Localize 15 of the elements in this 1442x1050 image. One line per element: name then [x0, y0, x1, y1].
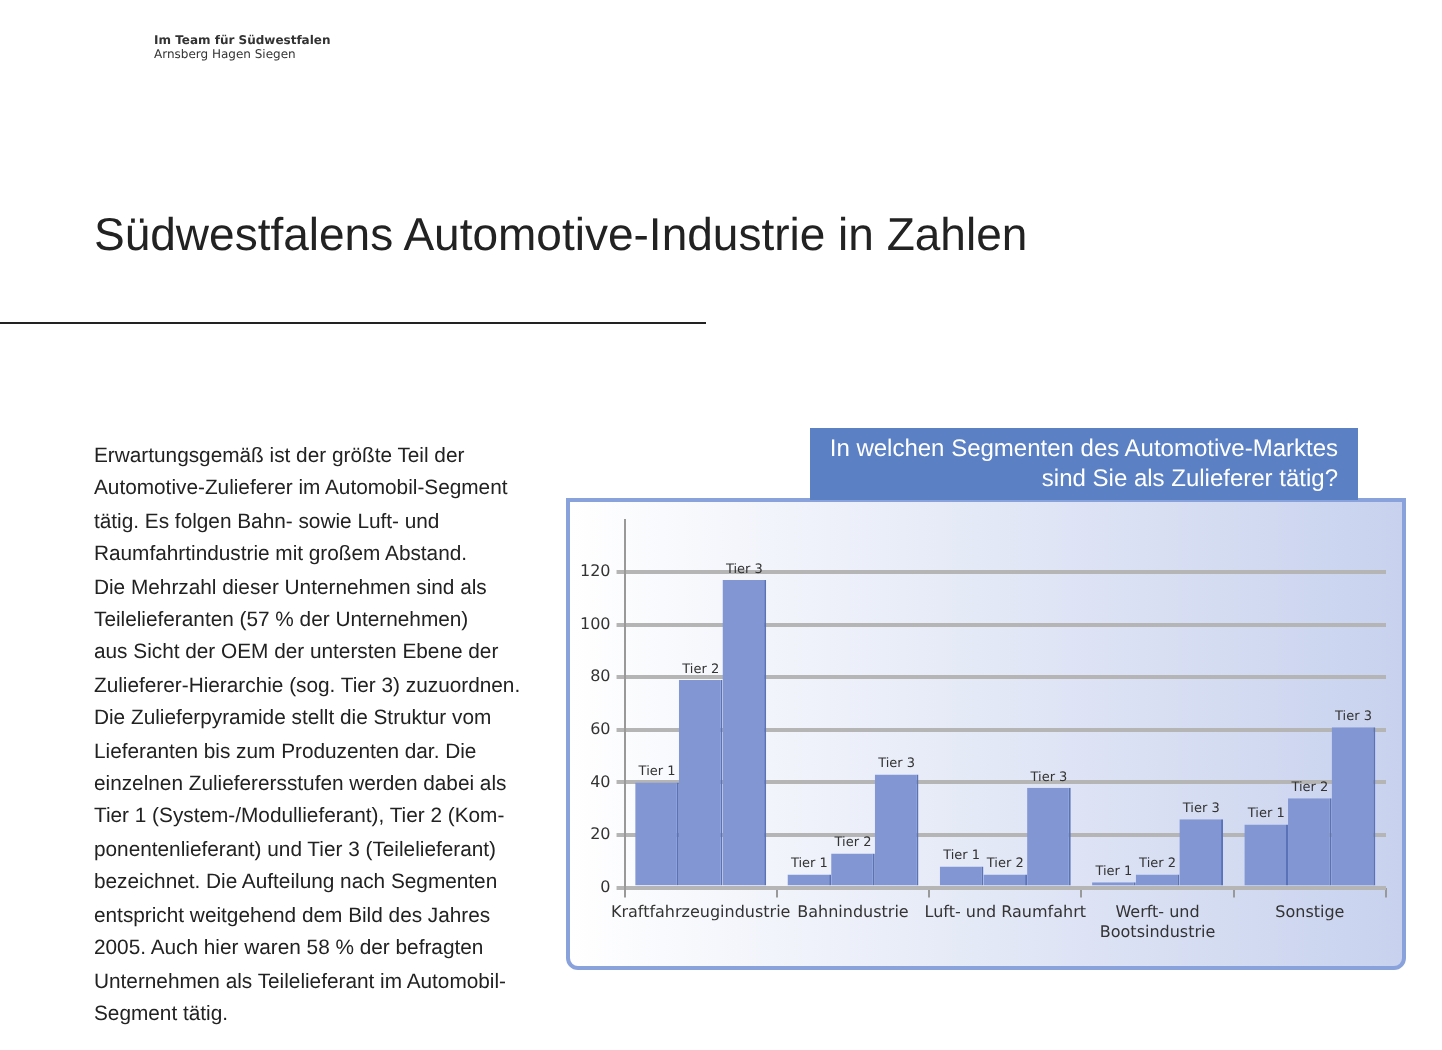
- x-tick-label: Sonstige: [1275, 903, 1345, 922]
- x-tick-label: Luft- und Raumfahrt: [924, 903, 1087, 922]
- y-tick-label: 40: [590, 772, 611, 791]
- x-tick-label: Werft- und Bootsindustrie: [1099, 903, 1216, 941]
- y-tick-label: 60: [590, 720, 611, 739]
- y-tick-label: 20: [590, 825, 611, 844]
- x-tick-label: Bahnindustrie: [797, 903, 909, 922]
- y-tick-label: 120: [579, 562, 611, 581]
- x-tick-label: Kraftfahrzeugindustrie: [610, 903, 791, 922]
- chart-subtitle: Südwestfalens Automotive-Industrie in Zahlen: [94, 208, 1028, 262]
- y-tick-label: 80: [590, 667, 611, 686]
- text: Erwartungsgemäß ist der größte Teil der Automotive-Zulieferer im Automobil-Segment tätig. Es folgen Bahn- sowie Luft- und Raumfahrtindustrie mit großem Abstand. Die Mehrzahl dieser Unternehmen sind als Teilelieferanten (57 % der Unternehmen) aus Sicht der OEM der untersten Ebene der Zulieferer-Hierarchie (sog. Tier 3) zuzuordnen. Die Zulieferpyramide stellt die Struktur vom Lieferanten bis zum Produzenten dar. Die einzelnen Zulieferersstufen werden dabei als Tier 1 (System-/Modullieferant), Tier 2 (Kom- ponentenlieferant) und Tier 3 (Teilelieferant) bezeichnet. Die Aufteilung nach Segmenten entspricht weitgehend dem Bild des Jahres 2005. Auch hier waren 58 % der befragten Unternehmen als Teilelieferant im Automobil- Segment tätig.: [94, 446, 521, 1026]
- y-tick-label: 100: [579, 614, 611, 633]
- y-tick-label: 0: [600, 877, 611, 896]
- chart-title: In welchen Segmenten des Automotive-Marktes sind Sie als Zulieferer tätig?: [810, 428, 1358, 500]
